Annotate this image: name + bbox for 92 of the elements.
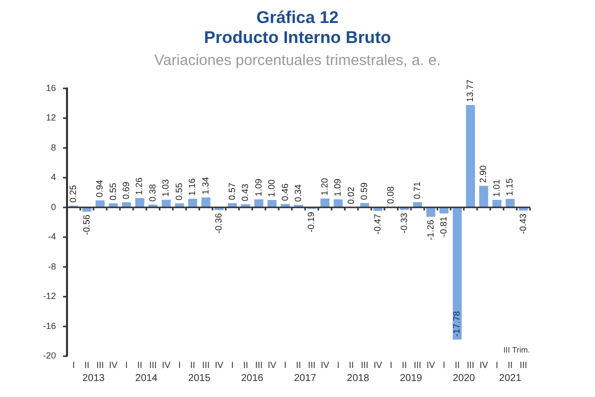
data-label: -0.43 bbox=[518, 214, 528, 234]
chart-title: Gráfica 12 Producto Interno Bruto bbox=[203, 8, 392, 48]
y-tick-label: -16 bbox=[42, 320, 56, 331]
x-tick-label: IV bbox=[426, 360, 436, 370]
text: 2017 bbox=[294, 372, 317, 384]
x-tick-label: I bbox=[231, 360, 234, 370]
data-label: 0.71 bbox=[412, 182, 422, 200]
chart-subtitle: Variaciones porcentuales trimestrales, a. e. bbox=[153, 52, 442, 69]
x-tick-label: III bbox=[149, 360, 157, 370]
y-tick-label: 16 bbox=[46, 82, 56, 93]
data-label: 1.09 bbox=[332, 178, 343, 196]
data-label: -0.19 bbox=[306, 212, 316, 232]
data-label: 0.69 bbox=[121, 182, 132, 200]
x-tick-label: IV bbox=[162, 360, 170, 370]
text: 2020 bbox=[452, 372, 476, 384]
data-label: 0.43 bbox=[240, 184, 250, 202]
data-label: -0.36 bbox=[214, 213, 224, 234]
data-label: 0.55 bbox=[108, 182, 118, 200]
data-label: 0.55 bbox=[174, 182, 184, 200]
x-tick-label: I bbox=[442, 360, 446, 370]
x-tick-label: II bbox=[243, 360, 248, 370]
y-tick-label: 0 bbox=[50, 202, 56, 212]
y-tick-label: -12 bbox=[42, 291, 56, 302]
data-label: -0.33 bbox=[398, 212, 409, 234]
x-tick-label: I bbox=[284, 360, 287, 370]
x-tick-label: III bbox=[96, 360, 104, 370]
x-tick-label: III bbox=[202, 360, 210, 370]
text: 2016 bbox=[241, 372, 264, 384]
x-tick-label: IV bbox=[479, 360, 488, 370]
data-label: 1.01 bbox=[491, 179, 502, 197]
x-tick-label: IV bbox=[374, 360, 382, 370]
text: 2013 bbox=[82, 372, 106, 384]
x-tick-label: III bbox=[520, 360, 528, 370]
x-tick-label: III bbox=[308, 360, 316, 370]
text: 2019 bbox=[400, 372, 423, 384]
data-label: 1.00 bbox=[266, 179, 277, 197]
x-tick-label: I bbox=[125, 360, 128, 370]
text: 2018 bbox=[346, 372, 370, 384]
data-label: 1.16 bbox=[187, 178, 198, 196]
y-tick-label: 4 bbox=[50, 172, 56, 182]
y-tick-label: -8 bbox=[48, 261, 56, 272]
x-tick-label: II bbox=[137, 360, 142, 370]
data-label: 0.94 bbox=[94, 180, 105, 198]
x-tick-label: III bbox=[360, 360, 368, 370]
data-label: 1.09 bbox=[253, 178, 264, 196]
data-label: -17.78 bbox=[452, 311, 462, 337]
y-tick-label: -20 bbox=[42, 350, 56, 361]
data-label: 1.03 bbox=[160, 179, 171, 197]
x-tick-label: I bbox=[178, 360, 181, 370]
data-label: 0.34 bbox=[292, 184, 303, 202]
data-label: 1.20 bbox=[319, 178, 330, 196]
x-tick-label: IV bbox=[320, 360, 330, 370]
x-tick-label: II bbox=[508, 360, 513, 370]
x-tick-label: I bbox=[390, 360, 392, 370]
x-tick-label: III bbox=[414, 360, 422, 370]
text: 2015 bbox=[188, 372, 211, 384]
data-label: -0.56 bbox=[81, 214, 92, 236]
data-label: 1.34 bbox=[200, 176, 210, 194]
x-tick-label: I bbox=[496, 360, 498, 370]
x-tick-label: IV bbox=[268, 360, 276, 370]
x-tick-label: II bbox=[190, 360, 196, 370]
data-label: -0.81 bbox=[438, 216, 448, 237]
data-label: 0.46 bbox=[280, 183, 290, 201]
x-tick-label: II bbox=[348, 360, 354, 370]
data-label: -0.47 bbox=[372, 214, 382, 234]
data-label: 1.26 bbox=[134, 178, 144, 196]
data-label: 13.77 bbox=[464, 79, 475, 102]
data-label: 2.90 bbox=[478, 165, 488, 183]
x-tick-label: IV bbox=[109, 360, 118, 370]
data-label: -1.26 bbox=[425, 220, 436, 240]
x-tick-label: II bbox=[402, 360, 407, 370]
x-tick-label: I bbox=[72, 360, 75, 370]
y-tick-label: 8 bbox=[50, 142, 56, 152]
x-tick-label: III bbox=[255, 360, 263, 370]
text: 2021 bbox=[499, 372, 522, 384]
x-tick-label: III bbox=[466, 360, 474, 370]
data-label: 0.38 bbox=[147, 184, 158, 202]
x-tick-label: II bbox=[84, 360, 90, 370]
annotation: III Trim. bbox=[503, 345, 530, 354]
data-label: 0.02 bbox=[346, 186, 356, 204]
data-label: 0.57 bbox=[226, 182, 237, 200]
data-label: 0.25 bbox=[68, 185, 78, 203]
y-tick-label: -4 bbox=[48, 232, 56, 242]
data-label: 0.08 bbox=[386, 186, 396, 204]
x-tick-label: I bbox=[336, 360, 340, 370]
data-label: 1.15 bbox=[504, 178, 515, 196]
x-tick-label: IV bbox=[214, 360, 224, 370]
x-tick-label: II bbox=[296, 360, 302, 370]
x-tick-label: II bbox=[454, 360, 460, 370]
data-label: 0.59 bbox=[359, 182, 370, 200]
text: 2014 bbox=[135, 372, 158, 384]
y-tick-label: 12 bbox=[46, 112, 56, 123]
